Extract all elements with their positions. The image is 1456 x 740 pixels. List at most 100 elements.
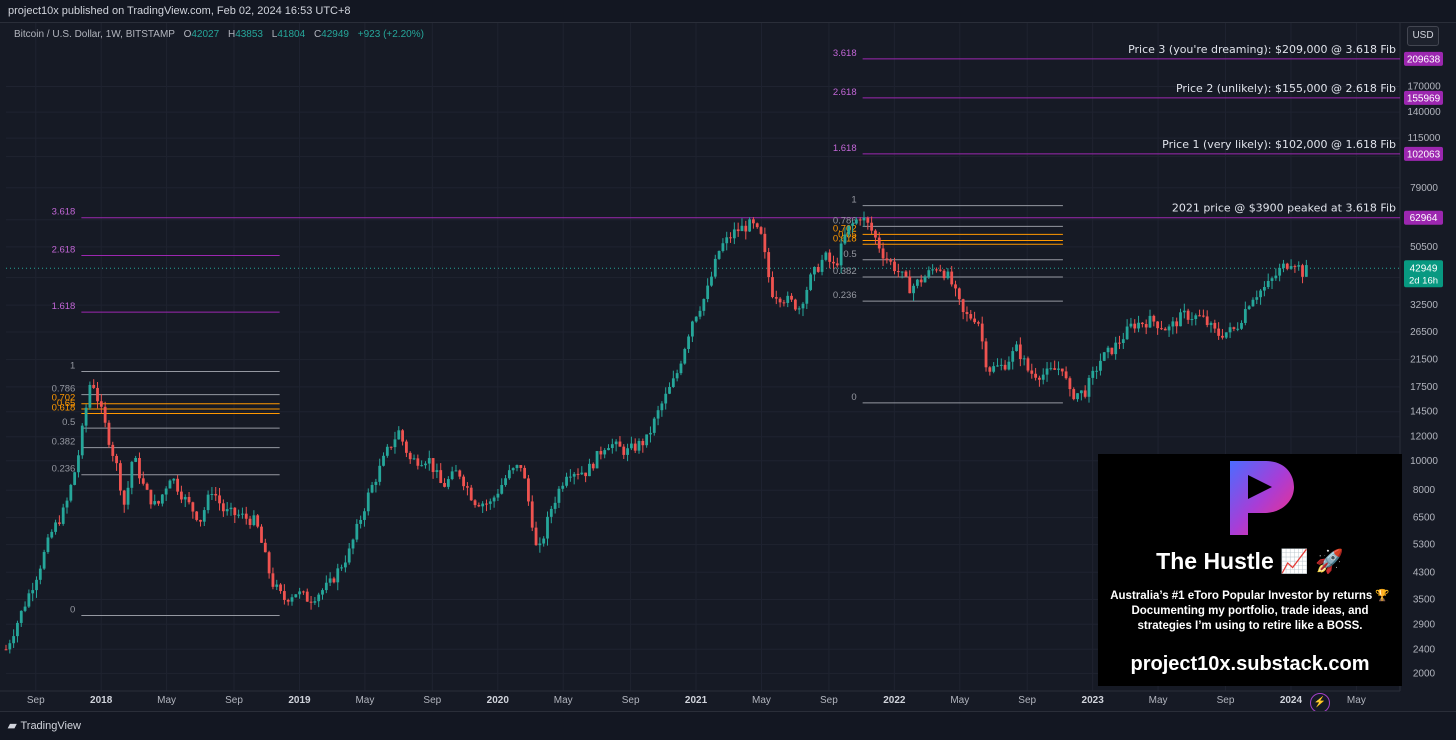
candle-body — [99, 401, 103, 407]
candle-body — [374, 481, 378, 485]
x-tick-label: Sep — [423, 695, 441, 706]
candle-body — [904, 271, 908, 277]
y-tick-label: 32500 — [1410, 300, 1438, 311]
currency-button[interactable]: USD — [1407, 26, 1439, 46]
candle-body — [31, 590, 35, 594]
candle-body — [538, 543, 542, 546]
candle-body — [938, 269, 942, 271]
close-value: 42949 — [321, 29, 349, 40]
candle-body — [176, 478, 179, 492]
candle-body — [1045, 368, 1049, 375]
y-tick-label: 21500 — [1410, 355, 1438, 366]
candle-body — [1221, 335, 1224, 338]
candle-body — [385, 446, 389, 456]
candle-body — [84, 407, 88, 426]
candle-body — [57, 522, 61, 524]
fib-target-annotation: Price 2 (unlikely): $155,000 @ 2.618 Fib — [1176, 82, 1396, 95]
candle-body — [378, 465, 382, 482]
candle-body — [885, 258, 889, 261]
candle-body — [351, 539, 355, 549]
candle-body — [126, 487, 130, 505]
candle-body — [629, 443, 633, 449]
candle-body — [610, 444, 614, 449]
candle-body — [244, 513, 248, 519]
candle-body — [1064, 371, 1068, 379]
candle-body — [168, 480, 172, 489]
candle-body — [1099, 360, 1102, 371]
fib-level-label: 0.786 — [52, 384, 76, 395]
candle-body — [793, 299, 797, 310]
candle-body — [1068, 378, 1072, 390]
y-tick-label: 8000 — [1413, 485, 1436, 496]
candle-body — [778, 298, 782, 303]
candle-body — [649, 432, 652, 435]
candle-body — [725, 237, 729, 244]
candle-body — [275, 584, 279, 587]
fib-level-label: 2.618 — [833, 87, 857, 98]
candle-body — [633, 443, 637, 451]
candle-body — [302, 591, 305, 593]
candle-body — [65, 500, 69, 508]
candle-body — [832, 261, 835, 264]
candle-body — [1102, 352, 1106, 361]
candle-body — [679, 363, 683, 374]
candle-body — [893, 261, 896, 272]
candle-body — [835, 263, 839, 266]
candle-body — [1194, 315, 1198, 320]
candle-body — [218, 495, 221, 504]
candle-body — [553, 502, 557, 509]
candle-body — [4, 649, 8, 651]
candle-body — [862, 217, 866, 221]
candle-body — [690, 321, 694, 337]
candle-body — [317, 594, 321, 602]
candle-body — [675, 373, 679, 379]
candle-body — [935, 269, 938, 271]
candle-body — [866, 217, 870, 223]
candle-body — [382, 455, 385, 466]
candle-body — [980, 323, 984, 342]
candle-body — [96, 387, 99, 402]
candle-body — [1072, 389, 1076, 400]
candle-body — [900, 271, 904, 273]
tradingview-logo-icon: ▰ — [8, 720, 17, 732]
candle-body — [626, 448, 629, 455]
fib-target-annotation: Price 1 (very likely): $102,000 @ 1.618 … — [1162, 138, 1396, 151]
candle-body — [828, 252, 832, 262]
candle-body — [961, 299, 965, 313]
x-tick-label: May — [355, 695, 374, 706]
candle-body — [157, 501, 160, 504]
candle-body — [488, 501, 492, 504]
price-label-box — [1404, 210, 1443, 225]
candle-body — [1003, 364, 1007, 370]
candle-body — [523, 467, 527, 479]
candle-body — [1179, 312, 1182, 327]
candle-body — [534, 527, 538, 546]
fib-level-label: 1 — [70, 360, 75, 371]
candle-body — [366, 492, 370, 512]
candle-body — [969, 314, 973, 319]
candle-body — [572, 473, 576, 477]
candle-body — [389, 446, 393, 448]
candle-body — [1209, 322, 1213, 326]
candle-body — [1247, 306, 1251, 310]
candle-body — [889, 260, 893, 262]
candle-body — [61, 507, 65, 524]
promo-title: The Hustle 📈 🚀 — [1156, 548, 1344, 574]
candle-body — [1038, 377, 1041, 380]
candle-body — [603, 450, 607, 455]
candle-body — [1182, 310, 1186, 313]
chart-area[interactable]: 2000 2400 2900 3500 4300 5300 6500 8000 10000 120… — [0, 22, 1456, 713]
candle-body — [618, 441, 622, 447]
tradingview-brand[interactable]: ▰ TradingView — [8, 719, 81, 732]
candle-body — [210, 493, 214, 495]
lightning-icon[interactable]: ⚡ — [1310, 693, 1330, 713]
candle-body — [134, 457, 138, 462]
candle-body — [1125, 326, 1129, 340]
candle-body — [424, 463, 427, 466]
chart-svg[interactable]: 2000240029003500430053006500800010000120… — [0, 23, 1456, 712]
candle-body — [759, 227, 763, 234]
candle-body — [912, 285, 915, 294]
candle-body — [874, 230, 877, 238]
candle-body — [225, 509, 229, 512]
candle-body — [1278, 268, 1282, 276]
